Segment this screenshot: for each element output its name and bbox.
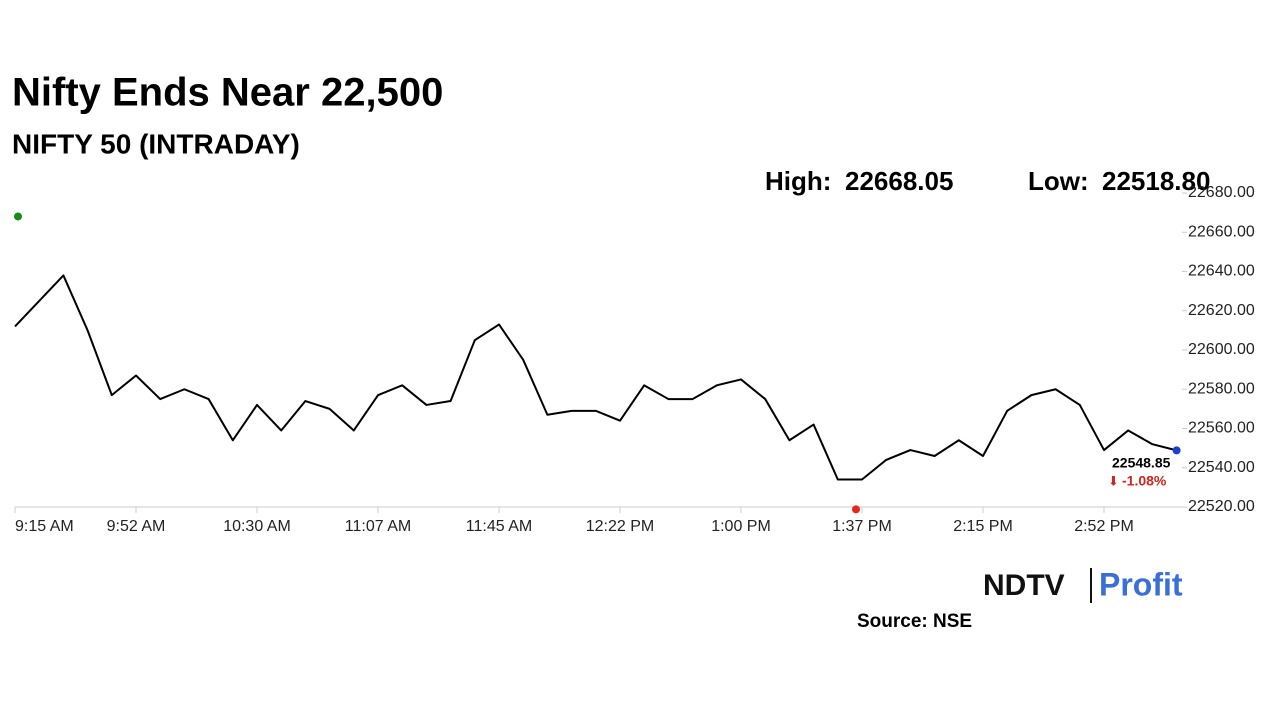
x-tick-label: 2:52 PM xyxy=(1074,518,1134,535)
chart-title: Nifty Ends Near 22,500 xyxy=(12,71,443,115)
low-name: Low: xyxy=(1028,166,1089,196)
x-tick-label: 11:07 AM xyxy=(345,518,411,535)
x-tick-label: 2:15 PM xyxy=(953,518,1013,535)
x-tick-label: 9:15 AM xyxy=(15,518,74,535)
x-tick-label: 12:22 PM xyxy=(586,518,654,535)
change-arrow: ⬇ xyxy=(1108,473,1119,488)
x-tick-label: 9:52 AM xyxy=(107,518,166,535)
x-tick-label: 1:00 PM xyxy=(711,518,771,535)
y-tick-label: 22580.00 xyxy=(1188,380,1255,397)
high-value: 22668.05 xyxy=(845,166,953,196)
y-tick-label: 22600.00 xyxy=(1188,341,1255,358)
source: Source: NSE xyxy=(857,611,972,632)
low-value: 22518.80 xyxy=(1102,166,1210,196)
line-series xyxy=(14,274,1177,481)
y-tick-label: 22520.00 xyxy=(1188,498,1255,515)
y-tick-label: 22540.00 xyxy=(1188,459,1255,476)
chart-subtitle: NIFTY 50 (INTRADAY) xyxy=(12,128,300,159)
end-marker xyxy=(1172,446,1181,455)
x-tick-label: 1:37 PM xyxy=(832,518,892,535)
brand-left: NDTV xyxy=(983,569,1065,602)
high-name: High: xyxy=(765,166,831,196)
y-tick-label: 22680.00 xyxy=(1188,184,1255,201)
y-tick-label: 22620.00 xyxy=(1188,302,1255,319)
y-tick-label: 22660.00 xyxy=(1188,223,1255,240)
x-tick-label: 10:30 AM xyxy=(223,518,291,535)
last-value: 22548.85 xyxy=(1112,455,1171,471)
y-tick-label: 22560.00 xyxy=(1188,420,1255,437)
y-tick-label: 22640.00 xyxy=(1188,263,1255,280)
x-tick-label: 11:45 AM xyxy=(466,518,532,535)
high-marker xyxy=(14,212,22,221)
change-value: -1.08% xyxy=(1122,473,1167,489)
low-marker xyxy=(852,505,860,514)
brand-right: Profit xyxy=(1099,566,1183,602)
